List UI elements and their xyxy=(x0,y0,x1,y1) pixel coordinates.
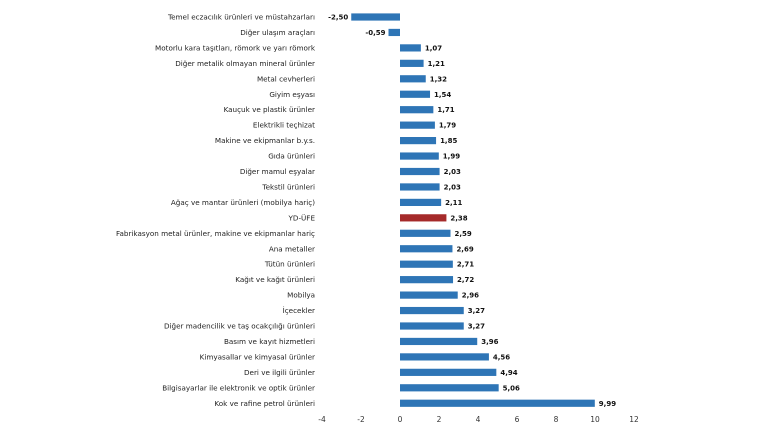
bar xyxy=(400,214,447,222)
category-label: Mobilya xyxy=(287,291,315,300)
bar xyxy=(400,137,437,145)
bar xyxy=(400,384,499,392)
category-label: Diğer ulaşım araçları xyxy=(240,28,315,37)
category-label: Diğer mamul eşyalar xyxy=(240,167,315,176)
bar xyxy=(400,90,431,98)
category-label: Diğer madencilik ve taş ocakçılığı ürünl… xyxy=(164,322,315,331)
category-label: Kauçuk ve plastik ürünler xyxy=(224,105,315,114)
bar xyxy=(400,306,464,315)
value-label: 2,38 xyxy=(450,214,467,222)
category-label: Ağaç ve mantar ürünleri (mobilya hariç) xyxy=(171,198,315,207)
bar xyxy=(400,368,497,376)
value-label: 3,27 xyxy=(468,307,485,315)
category-label: Basım ve kayıt hizmetleri xyxy=(224,337,315,346)
x-tick-label: 0 xyxy=(398,415,403,424)
value-labels: -2,50 -0,59 1,07 1,21 1,32 1,54 1,71 1,79 1,85 1,… xyxy=(328,14,616,408)
category-label: Makine ve ekipmanlar b.y.s. xyxy=(215,136,315,145)
value-label: 1,07 xyxy=(425,44,442,52)
category-label: Kok ve rafine petrol ürünleri xyxy=(214,399,315,408)
value-label: 9,99 xyxy=(599,400,616,408)
x-tick-label: 10 xyxy=(590,415,600,424)
category-label: İçecekler xyxy=(283,306,315,315)
value-label: 2,96 xyxy=(462,292,479,300)
category-label: Elektrikli teçhizat xyxy=(253,121,315,130)
bar xyxy=(400,121,435,129)
x-tick-label: 8 xyxy=(554,415,559,424)
value-label: 4,94 xyxy=(500,369,517,377)
bar xyxy=(400,198,442,206)
x-tick-label: 2 xyxy=(437,415,442,424)
value-label: 2,72 xyxy=(457,276,474,284)
bar xyxy=(400,183,440,191)
value-label: 2,69 xyxy=(456,245,473,253)
bars-group xyxy=(351,13,595,407)
bar xyxy=(400,152,439,160)
bar xyxy=(400,353,489,361)
bar xyxy=(400,44,421,52)
bar xyxy=(400,276,454,284)
value-label: 2,03 xyxy=(444,168,461,176)
bar xyxy=(400,337,478,346)
category-label: Tütün ürünleri xyxy=(264,260,315,269)
value-label: -2,50 xyxy=(328,14,348,22)
bar xyxy=(400,260,453,268)
bar xyxy=(400,75,426,83)
value-label: 1,79 xyxy=(439,122,456,130)
bar xyxy=(400,229,451,237)
bar xyxy=(400,245,453,253)
x-tick-label: 12 xyxy=(629,415,639,424)
category-label: Ana metaller xyxy=(269,244,315,253)
bar xyxy=(400,322,464,330)
category-label: Giyim eşyası xyxy=(269,90,315,99)
value-label: 2,59 xyxy=(455,230,472,238)
value-label: -0,59 xyxy=(365,29,385,37)
category-label: Bilgisayarlar ile elektronik ve optik ür… xyxy=(162,383,315,392)
category-label: YD-ÜFE xyxy=(288,213,316,222)
value-label: 4,56 xyxy=(493,353,510,361)
category-label: Fabrikasyon metal ürünler, makine ve eki… xyxy=(116,229,315,238)
value-label: 3,96 xyxy=(481,338,498,346)
bar xyxy=(351,13,400,21)
value-label: 1,32 xyxy=(430,75,447,83)
bar xyxy=(388,28,400,37)
category-label: Gıda ürünleri xyxy=(268,152,315,161)
value-label: 2,71 xyxy=(457,261,474,269)
value-label: 1,85 xyxy=(440,137,457,145)
category-label: Motorlu kara taşıtları, römork ve yarı r… xyxy=(155,43,316,52)
bar xyxy=(400,167,440,176)
category-label: Diğer metalik olmayan mineral ürünler xyxy=(175,59,315,68)
bar xyxy=(400,106,434,114)
category-label: Kağıt ve kağıt ürünleri xyxy=(235,275,315,284)
value-label: 1,21 xyxy=(428,60,445,68)
category-label: Temel eczacılık ürünleri ve müstahzarlar… xyxy=(167,13,315,22)
category-label: Tekstil ürünleri xyxy=(261,182,315,191)
category-label: Deri ve ilgili ürünler xyxy=(244,368,315,377)
category-labels: Temel eczacılık ürünleri ve müstahzarlar… xyxy=(116,13,316,408)
bar xyxy=(400,291,458,299)
value-label: 2,03 xyxy=(444,183,461,191)
category-label: Kimyasallar ve kimyasal ürünler xyxy=(200,352,315,361)
x-axis: -4 -2 0 2 4 6 8 10 12 xyxy=(318,415,639,424)
value-label: 3,27 xyxy=(468,323,485,331)
bar xyxy=(400,59,424,67)
value-label: 1,54 xyxy=(434,91,451,99)
value-label: 1,71 xyxy=(437,106,454,114)
x-tick-label: 6 xyxy=(515,415,520,424)
x-tick-label: 4 xyxy=(476,415,481,424)
value-label: 2,11 xyxy=(445,199,462,207)
category-label: Metal cevherleri xyxy=(257,74,315,83)
value-label: 1,99 xyxy=(443,153,460,161)
bar xyxy=(400,399,595,407)
x-tick-label: -2 xyxy=(357,415,365,424)
x-tick-label: -4 xyxy=(318,415,326,424)
value-label: 5,06 xyxy=(503,384,520,392)
